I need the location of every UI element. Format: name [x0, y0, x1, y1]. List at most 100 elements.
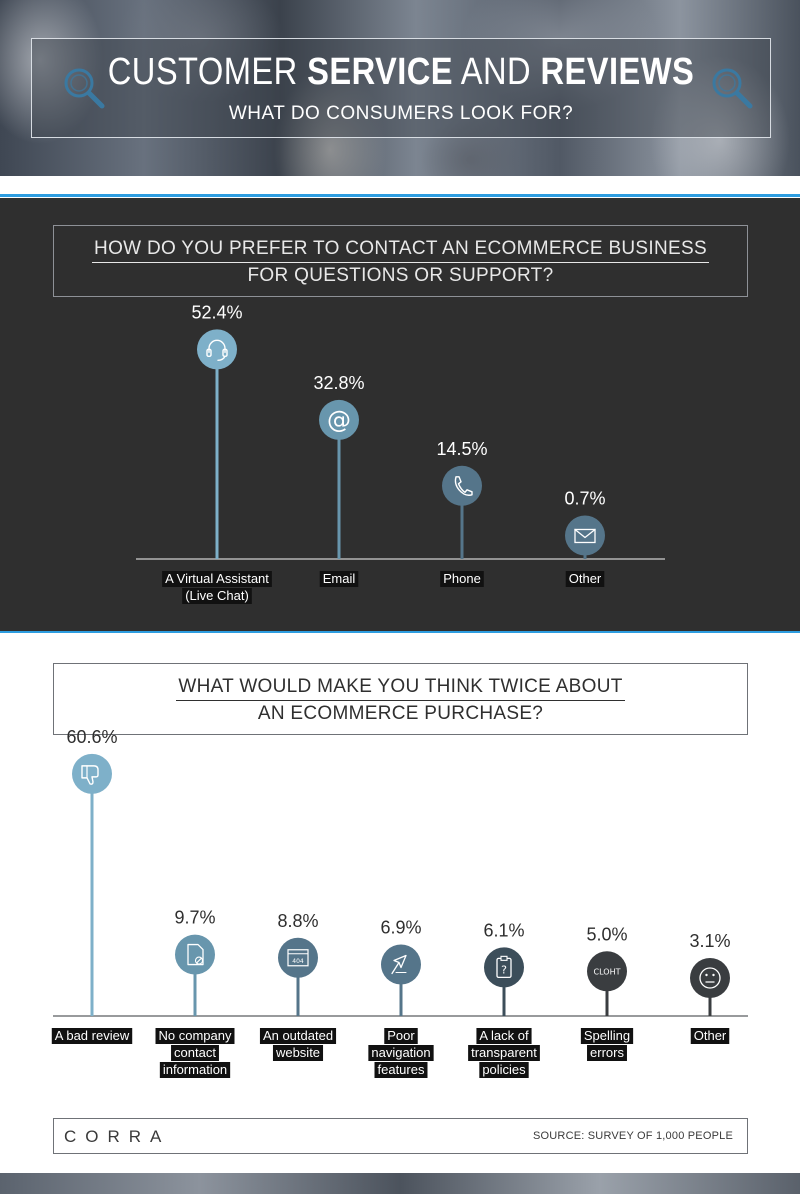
value-label: 14.5% — [436, 439, 487, 459]
category-label: A bad review — [51, 1028, 133, 1044]
category-label: Poor navigation features — [368, 1028, 434, 1078]
category-label: A Virtual Assistant (Live Chat) — [162, 571, 272, 604]
magnifier-icon — [64, 68, 105, 109]
bar-group: 0.7% Other — [564, 488, 606, 587]
neutral-face-icon — [699, 967, 721, 989]
category-label-text: Phone — [443, 571, 481, 586]
bar-head — [381, 944, 421, 985]
category-label-text: Poor — [387, 1028, 415, 1043]
category-label-bg — [272, 1045, 324, 1061]
bar-head — [72, 753, 112, 794]
bar-head — [565, 515, 605, 556]
question-box: HOW DO YOU PREFER TO CONTACT AN ECOMMERC… — [53, 225, 748, 297]
category-label-bg — [162, 571, 272, 587]
category-label-bg — [565, 571, 605, 587]
category-label-text: A lack of — [479, 1028, 529, 1043]
bar-group: @32.8% Email — [313, 373, 365, 587]
bar-group: 6.9% Poor navigation features — [368, 918, 434, 1078]
contact-preference-chart: 52.4% A Virtual Assistant (Live Chat) @32.8… — [136, 302, 665, 604]
purchase-hesitation-section: WHAT WOULD MAKE YOU THINK TWICE ABOUT AN… — [0, 633, 800, 1173]
category-label-bg — [182, 588, 252, 604]
category-label: Other — [690, 1028, 730, 1044]
question-line-1: HOW DO YOU PREFER TO CONTACT AN ECOMMERC… — [92, 236, 709, 263]
bar-group: 14.5% Phone — [436, 439, 488, 587]
category-label-bg — [479, 1062, 529, 1078]
category-label-text: A bad review — [55, 1028, 130, 1043]
category-label: Phone — [440, 571, 484, 587]
category-label-bg — [51, 1028, 133, 1044]
value-label: 6.1% — [483, 920, 524, 940]
category-label-bg — [159, 1062, 231, 1078]
cursor-icon — [391, 954, 407, 975]
category-label-bg — [580, 1028, 634, 1044]
category-label-text: policies — [482, 1062, 526, 1077]
category-label: Email — [319, 571, 359, 587]
category-label: An outdated website — [259, 1028, 337, 1061]
bar-group: 9.7% No company contact information — [155, 908, 235, 1078]
category-label-text: Other — [569, 571, 602, 586]
headset-icon — [206, 339, 228, 362]
category-label-bg — [468, 1045, 540, 1061]
bar-head — [690, 957, 730, 998]
category-label: Spelling errors — [580, 1028, 634, 1061]
bar-group: 404 8.8% An outdated website — [259, 911, 337, 1061]
category-label-text: Other — [694, 1028, 727, 1043]
value-label: 0.7% — [564, 488, 605, 508]
category-label-bg — [319, 571, 359, 587]
bar-group: CLOHT 5.0% Spelling errors — [580, 924, 634, 1061]
bar-head — [484, 947, 524, 988]
bar-head — [442, 465, 482, 506]
brand-logo: CORRA — [64, 1127, 171, 1146]
bar-head — [278, 937, 318, 978]
title-text-bold: SERVICE — [307, 51, 454, 93]
category-label-bg — [384, 1028, 418, 1044]
category-label-text: No company — [159, 1028, 232, 1043]
bar-group: 52.4% A Virtual Assistant (Live Chat) — [162, 302, 272, 604]
category-label-text: information — [163, 1062, 227, 1077]
browser-404-icon: 404 — [287, 949, 309, 967]
value-label: 60.6% — [66, 727, 117, 747]
svg-text:@: @ — [327, 406, 351, 434]
category-label-text: A Virtual Assistant — [165, 571, 269, 586]
document-blocked-icon — [187, 943, 204, 966]
value-label: 6.9% — [380, 918, 421, 938]
category-label-text: navigation — [371, 1045, 430, 1060]
category-label-bg — [259, 1028, 337, 1044]
page-subtitle: WHAT DO CONSUMERS LOOK FOR? — [228, 103, 574, 124]
magnifier-icon — [712, 68, 753, 109]
value-label: 8.8% — [277, 911, 318, 931]
thumbs-down-icon — [81, 765, 99, 785]
title-text: CUSTOMER — [107, 51, 308, 93]
question-line-2: FOR QUESTIONS OR SUPPORT? — [247, 265, 554, 286]
category-label-text: (Live Chat) — [185, 588, 249, 603]
svg-text:404: 404 — [292, 958, 304, 965]
page-title: CUSTOMER SERVICE AND REVIEWS — [84, 51, 719, 94]
category-label-bg — [587, 1045, 627, 1061]
svg-text:?: ? — [501, 963, 507, 976]
divider — [0, 631, 800, 634]
title-text-bold: REVIEWS — [540, 51, 695, 93]
category-label-text: contact — [174, 1045, 216, 1060]
bar-head — [197, 329, 237, 370]
contact-preference-section: HOW DO YOU PREFER TO CONTACT AN ECOMMERC… — [0, 198, 800, 632]
bar-head — [175, 934, 215, 975]
category-label-bg — [476, 1028, 532, 1044]
source-note: SOURCE: SURVEY OF 1,000 PEOPLE — [532, 1130, 733, 1142]
category-label-text: Email — [323, 571, 356, 586]
category-label: Other — [565, 571, 605, 587]
bottom-banner — [0, 1173, 800, 1194]
category-label: No company contact information — [155, 1028, 235, 1078]
value-label: 32.8% — [313, 373, 364, 393]
bar-head — [319, 399, 359, 440]
bar-group: 60.6% A bad review — [51, 727, 133, 1044]
divider — [0, 194, 800, 197]
question-line-2: AN ECOMMERCE PURCHASE? — [257, 703, 544, 724]
value-label: 9.7% — [174, 908, 215, 928]
value-label: 52.4% — [191, 302, 242, 322]
bar-head — [587, 951, 627, 992]
bar-group: ? 6.1% A lack of transparent policies — [468, 920, 540, 1078]
purchase-hesitation-chart: 60.6% A bad review 9.7% No company contact in… — [51, 727, 748, 1078]
category-label-text: transparent — [471, 1045, 537, 1060]
at-sign-icon: @ — [327, 406, 351, 434]
category-label-bg — [171, 1045, 219, 1061]
